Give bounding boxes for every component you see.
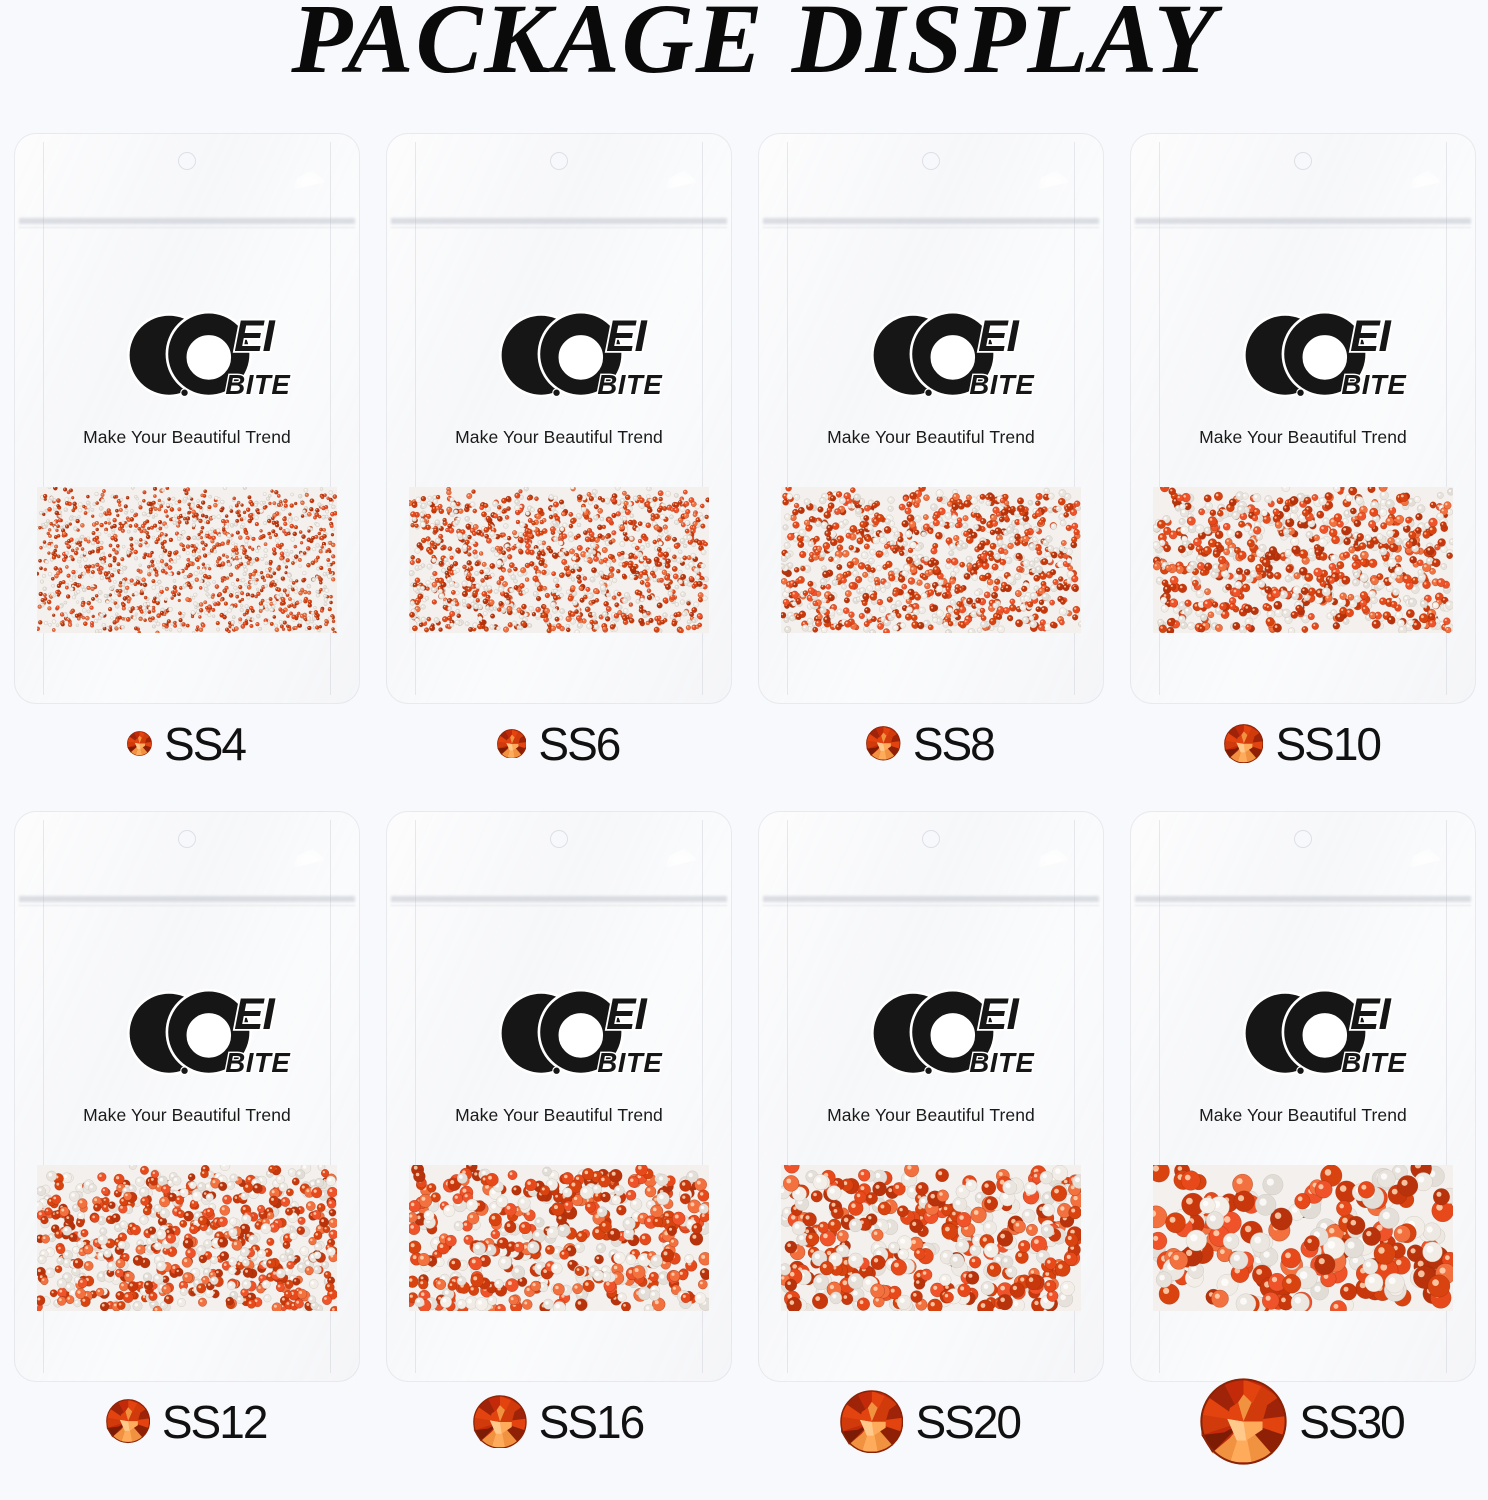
svg-text:EI: EI (234, 312, 275, 361)
svg-text:BITE: BITE (225, 369, 291, 398)
svg-text:BITE: BITE (597, 369, 663, 398)
svg-text:EI: EI (606, 312, 647, 361)
